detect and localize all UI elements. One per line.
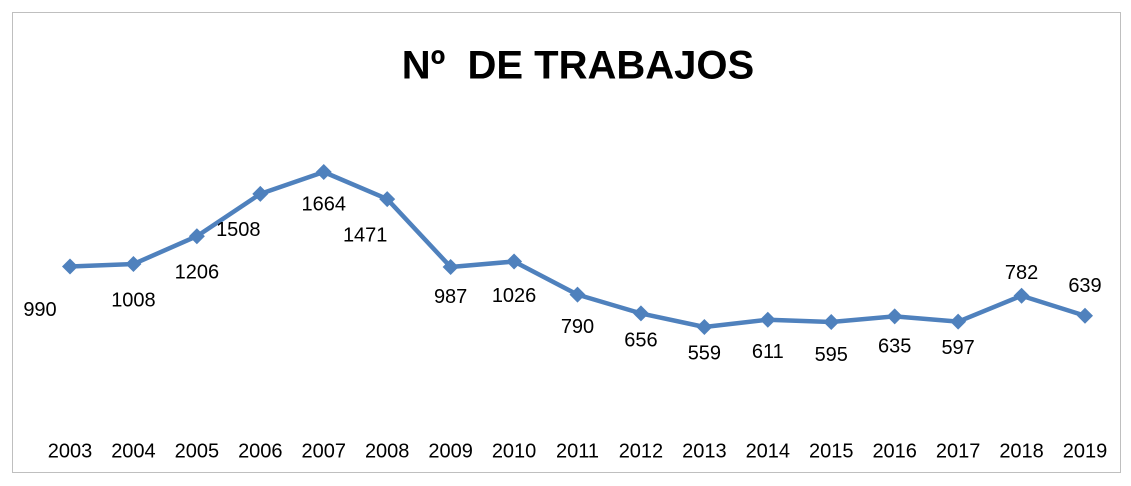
x-tick-label: 2017: [936, 440, 981, 462]
data-label: 656: [624, 330, 657, 352]
x-tick-label: 2012: [619, 440, 664, 462]
x-tick-label: 2006: [238, 440, 283, 462]
data-marker: [62, 258, 78, 275]
x-tick-label: 2015: [809, 440, 854, 462]
data-marker: [569, 286, 586, 303]
data-label: 611: [752, 341, 784, 363]
x-tick-label: 2011: [556, 440, 599, 462]
data-label: 1664: [302, 193, 347, 215]
data-marker: [823, 313, 840, 330]
data-label: 1206: [175, 262, 220, 284]
data-label: 1508: [216, 219, 261, 241]
data-marker: [1077, 307, 1093, 324]
chart-title: Nº DE TRABAJOS: [402, 44, 754, 88]
data-marker: [886, 308, 903, 325]
data-marker: [506, 253, 523, 270]
x-tick-label: 2013: [682, 440, 727, 462]
data-label: 597: [941, 337, 974, 359]
data-label: 639: [1068, 275, 1101, 297]
data-marker: [442, 258, 459, 275]
data-marker: [188, 228, 205, 245]
x-tick-label: 2019: [1063, 440, 1108, 462]
data-label: 990: [23, 299, 56, 321]
data-label: 782: [1005, 262, 1038, 284]
x-tick-label: 2008: [365, 440, 410, 462]
x-tick-label: 2003: [48, 440, 93, 462]
data-label: 987: [434, 286, 467, 308]
x-tick-label: 2014: [746, 440, 791, 462]
x-tick-label: 2018: [999, 440, 1044, 462]
data-marker: [315, 164, 332, 180]
data-marker: [950, 313, 967, 330]
x-tick-label: 2004: [111, 440, 156, 462]
data-label: 1026: [492, 285, 537, 307]
data-label: 1008: [111, 289, 156, 311]
data-label: 635: [878, 336, 911, 358]
data-marker: [379, 191, 396, 208]
data-marker: [252, 185, 269, 202]
data-label: 595: [815, 344, 848, 366]
x-tick-label: 2010: [492, 440, 537, 462]
data-label: 559: [688, 342, 721, 364]
x-tick-label: 2016: [872, 440, 917, 462]
data-label: 1471: [343, 224, 388, 246]
data-marker: [696, 319, 713, 335]
data-label: 790: [561, 316, 594, 338]
data-marker: [759, 311, 776, 328]
data-marker: [1013, 287, 1030, 304]
data-marker: [125, 256, 142, 273]
x-tick-label: 2005: [175, 440, 220, 462]
x-tick-label: 2007: [302, 440, 347, 462]
data-marker: [632, 305, 649, 322]
x-tick-label: 2009: [428, 440, 473, 462]
